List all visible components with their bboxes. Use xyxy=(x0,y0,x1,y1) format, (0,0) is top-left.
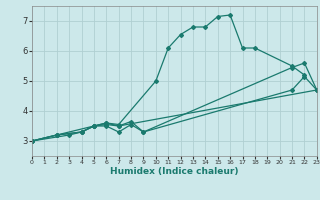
X-axis label: Humidex (Indice chaleur): Humidex (Indice chaleur) xyxy=(110,167,239,176)
